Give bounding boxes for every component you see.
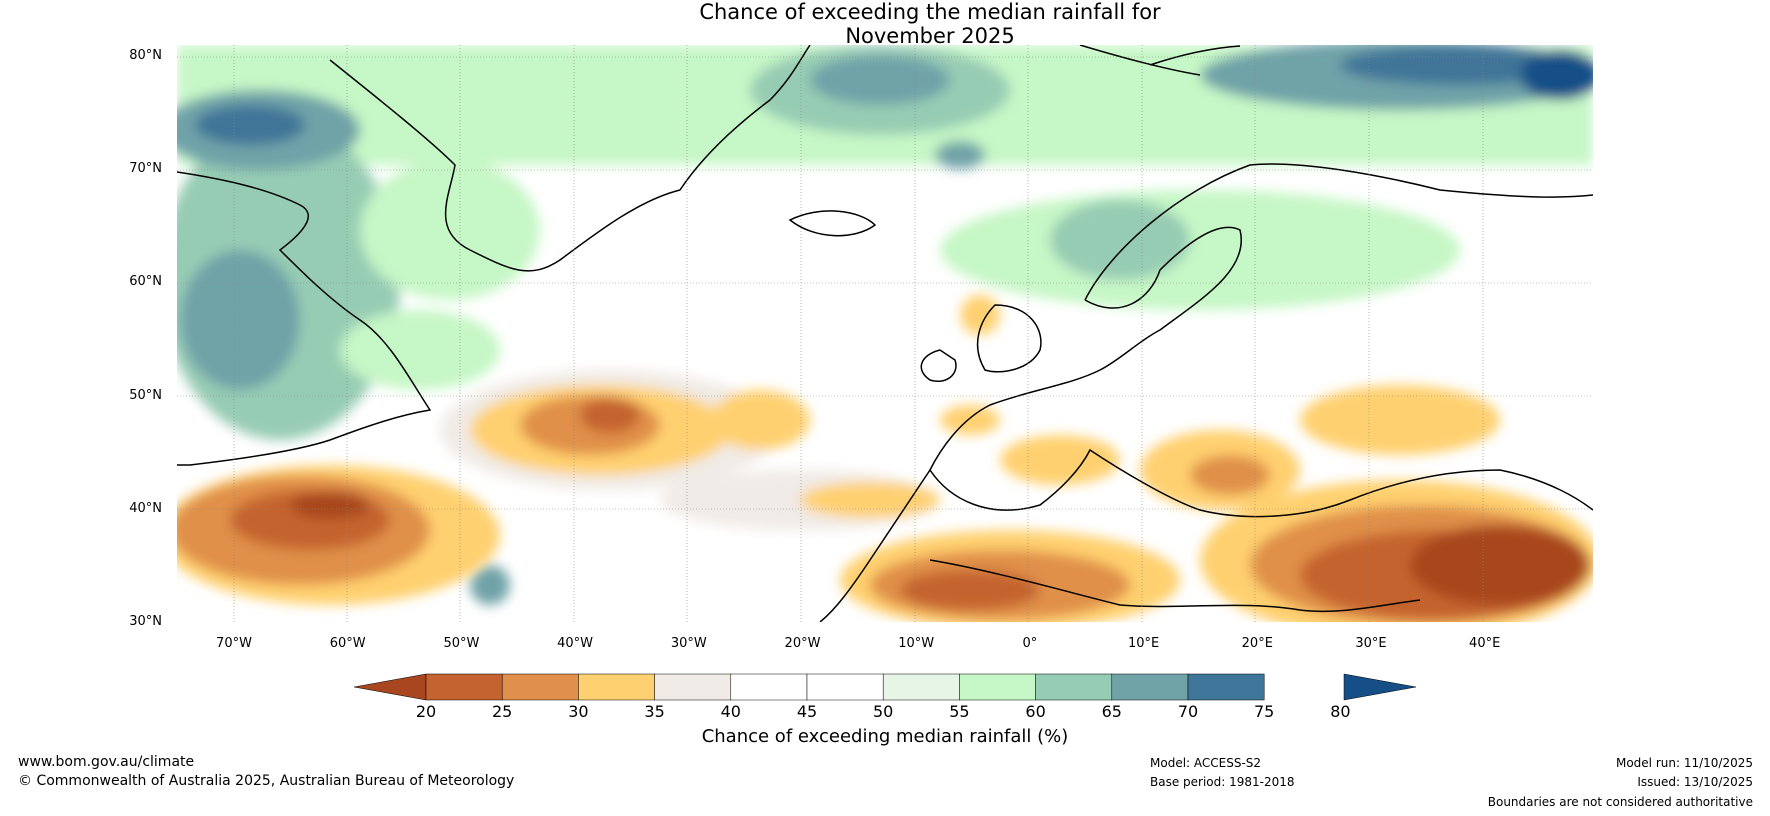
colorbar-tick-label: 55 xyxy=(949,702,970,721)
colorbar-tick-label: 40 xyxy=(720,702,741,721)
colorbar-tick-label: 50 xyxy=(873,702,894,721)
colorbar-tick-label: 45 xyxy=(796,702,818,721)
longitude-label: 0° xyxy=(1022,636,1038,651)
coastlines xyxy=(177,45,1593,622)
colorbar-tick-label: 25 xyxy=(492,702,513,721)
model-run-date: Model run: 11/10/2025 xyxy=(1615,756,1753,770)
colorbar-tick-label: 20 xyxy=(415,702,437,721)
boundaries-disclaimer: Boundaries are not considered authoritat… xyxy=(1487,795,1753,809)
colorbar-tick-label: 80 xyxy=(1330,702,1351,721)
longitude-label: 30°E xyxy=(1355,636,1387,651)
longitude-label: 70°W xyxy=(216,636,252,651)
latitude-label: 50°N xyxy=(129,387,162,403)
latitude-label: 60°N xyxy=(129,274,162,290)
longitude-label: 20°E xyxy=(1241,636,1273,651)
colorbar-box xyxy=(882,673,960,701)
colorbar-box xyxy=(1035,673,1113,701)
colorbar-tick-label: 60 xyxy=(1025,702,1046,721)
latitude-label: 70°N xyxy=(129,161,162,177)
issued-date: Issued: 13/10/2025 xyxy=(1637,775,1753,789)
colorbar xyxy=(353,673,1417,701)
latitude-label: 80°N xyxy=(129,48,162,63)
colorbar-box xyxy=(578,673,655,701)
colorbar-box xyxy=(806,673,884,701)
colorbar-tick-label: 75 xyxy=(1254,702,1275,721)
colorbar-tick-label: 30 xyxy=(568,702,589,721)
website-link[interactable]: www.bom.gov.au/climate xyxy=(18,754,195,770)
colorbar-tick-label: 35 xyxy=(644,702,665,721)
longitude-label: 10°E xyxy=(1127,636,1160,651)
colorbar-box xyxy=(501,673,579,701)
colorbar-box xyxy=(1111,673,1189,701)
colorbar-box xyxy=(1187,673,1265,701)
colorbar-tick-label: 65 xyxy=(1101,702,1122,721)
colorbar-box xyxy=(654,673,732,701)
colorbar-high-extension xyxy=(1343,673,1417,701)
longitude-label: 30°W xyxy=(670,636,707,651)
map-title-line1: Chance of exceeding the median rainfall … xyxy=(699,0,1161,24)
latitude-label: 40°N xyxy=(129,500,162,516)
colorbar-tick-label: 70 xyxy=(1177,702,1199,721)
map-field xyxy=(177,45,1593,622)
model-name: Model: ACCESS-S2 xyxy=(1150,756,1262,770)
map-title: Chance of exceeding the median rainfall … xyxy=(0,0,1770,48)
longitude-label: 20°W xyxy=(784,636,821,651)
colorbar-box xyxy=(425,673,503,701)
latitude-label: 30°N xyxy=(129,614,162,629)
map-title-line2: November 2025 xyxy=(845,24,1015,48)
copyright-text: © Commonwealth of Australia 2025, Austra… xyxy=(18,773,515,789)
longitude-label: 60°W xyxy=(329,636,366,651)
longitude-label: 40°W xyxy=(557,636,594,651)
longitude-label: 10°W xyxy=(898,636,935,651)
longitude-label: 40°E xyxy=(1469,636,1501,651)
gridlines xyxy=(177,45,1593,622)
colorbar-title: Chance of exceeding median rainfall (%) xyxy=(701,726,1069,747)
base-period: Base period: 1981-2018 xyxy=(1150,775,1295,789)
colorbar-low-extension xyxy=(353,673,427,701)
colorbar-box xyxy=(959,673,1036,701)
colorbar-box xyxy=(730,673,808,701)
longitude-label: 50°W xyxy=(443,636,480,651)
